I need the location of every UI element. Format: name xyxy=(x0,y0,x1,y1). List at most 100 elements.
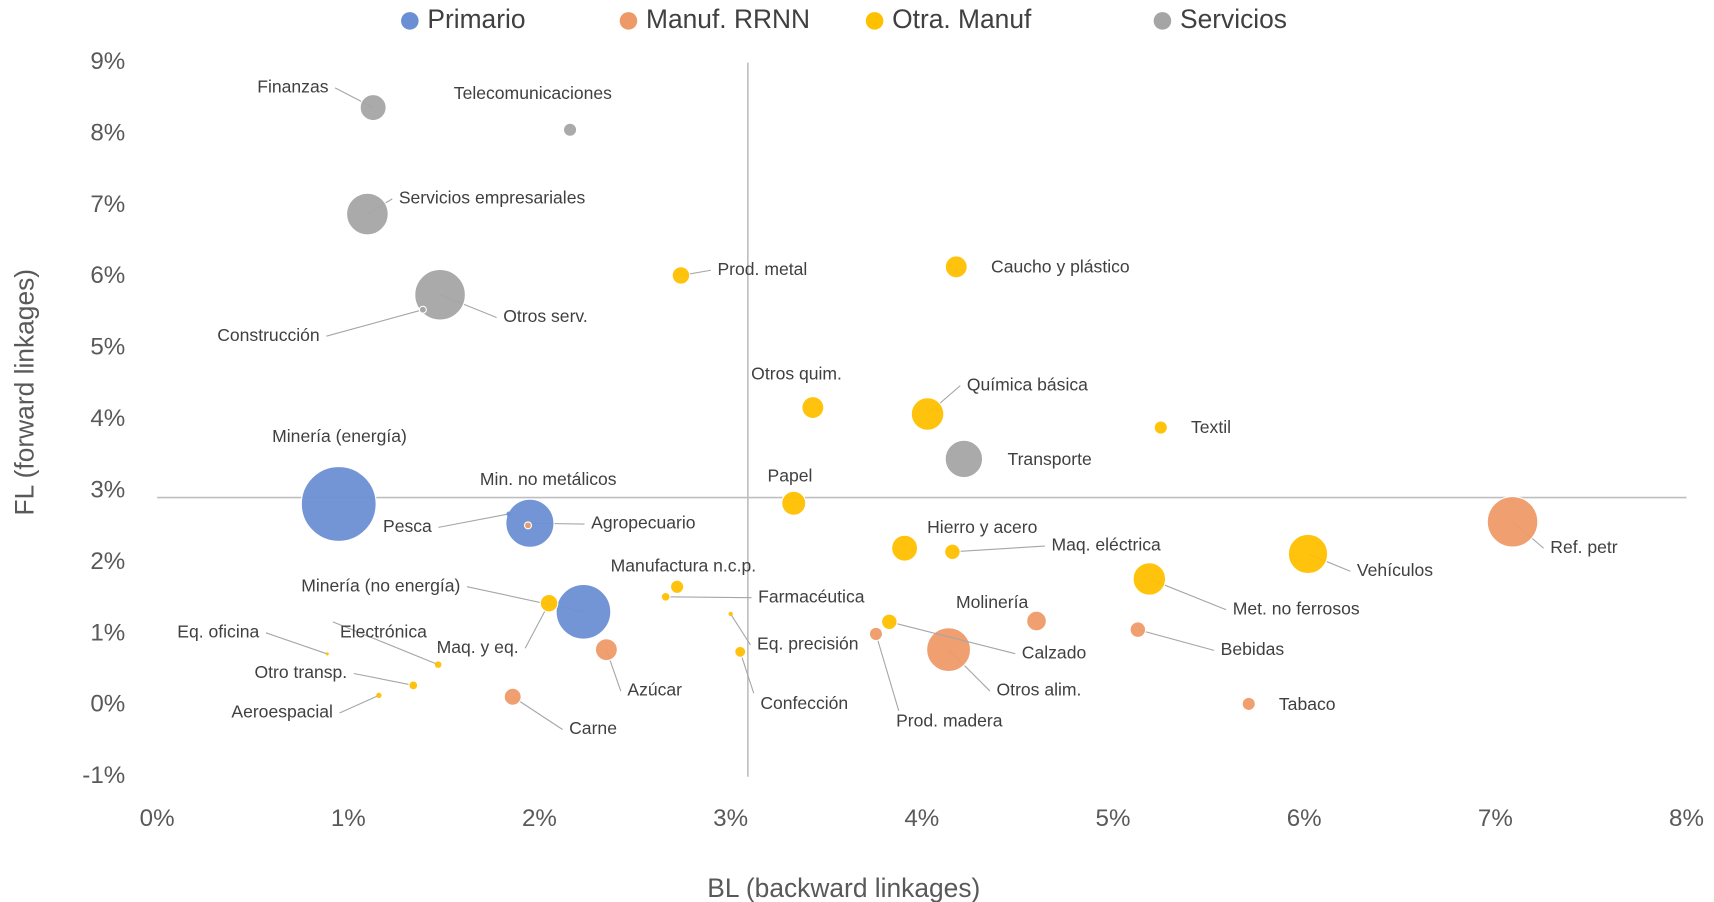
bubble xyxy=(1153,420,1168,435)
leader-line xyxy=(265,632,328,655)
bubble xyxy=(555,583,612,640)
point-label: Eq. oficina xyxy=(177,621,259,641)
bubble xyxy=(562,122,578,137)
leader-line xyxy=(326,309,423,337)
x-tick-label: 8% xyxy=(1669,805,1704,832)
leader-line xyxy=(438,513,509,528)
point-label: Prod. metal xyxy=(717,259,807,279)
point-label: Molinería xyxy=(956,592,1028,612)
point-label: Servicios empresariales xyxy=(399,187,586,207)
y-tick-label: 1% xyxy=(90,619,125,646)
point-label: Química básica xyxy=(967,374,1088,394)
x-tick-label: 3% xyxy=(713,805,748,832)
leader-line xyxy=(875,633,900,711)
leader-line xyxy=(739,651,755,694)
point-label: Otro transp. xyxy=(254,662,347,682)
legend-marker xyxy=(865,12,884,30)
bubble xyxy=(944,255,968,279)
bubble xyxy=(418,305,427,314)
bubble xyxy=(503,687,522,706)
leader-line xyxy=(665,596,752,599)
bubble xyxy=(660,591,671,602)
bubble xyxy=(944,543,961,561)
point-label: Agropecuario xyxy=(591,513,696,533)
bubble xyxy=(539,593,559,613)
bubble xyxy=(376,692,382,699)
bubble xyxy=(669,579,685,594)
legend-marker xyxy=(1153,12,1172,30)
bubble xyxy=(414,268,466,321)
leader-line xyxy=(889,621,1016,655)
y-tick-label: 5% xyxy=(90,334,125,361)
leader-line xyxy=(353,672,414,686)
point-label: Transporte xyxy=(1008,449,1092,469)
legend-label: Otra. Manuf xyxy=(892,4,1032,34)
y-tick-label: 8% xyxy=(90,119,125,146)
bubble xyxy=(594,638,618,662)
bubble xyxy=(944,439,984,479)
x-tick-label: 1% xyxy=(331,805,366,832)
point-label: Minería (no energía) xyxy=(301,575,460,595)
point-label: Farmacéutica xyxy=(758,586,865,606)
bubble xyxy=(523,521,533,530)
leader-line xyxy=(1137,629,1215,651)
point-label: Manufactura n.c.p. xyxy=(611,556,756,576)
point-label: Textil xyxy=(1191,417,1231,437)
bubble xyxy=(1287,533,1329,575)
legend-label: Manuf. RRNN xyxy=(646,4,810,34)
x-tick-label: 6% xyxy=(1287,805,1322,832)
point-label: Confección xyxy=(760,693,848,713)
bubble xyxy=(325,652,329,656)
point-label: Met. no ferrosos xyxy=(1233,598,1360,618)
point-label: Otros serv. xyxy=(503,306,588,326)
x-tick-label: 2% xyxy=(522,805,557,832)
bubble xyxy=(671,266,691,285)
bubble xyxy=(434,661,442,668)
point-label: Electrónica xyxy=(340,621,427,641)
point-label: Papel xyxy=(768,465,813,485)
bubble xyxy=(734,645,747,658)
y-tick-label: 0% xyxy=(90,691,125,718)
point-label: Otros quim. xyxy=(751,363,842,383)
point-label: Hierro y acero xyxy=(927,517,1038,537)
point-label: Maq. y eq. xyxy=(437,637,519,657)
bubble xyxy=(881,613,898,631)
bubble xyxy=(728,611,733,617)
y-tick-label: 9% xyxy=(90,48,125,75)
legend-marker xyxy=(619,12,638,30)
x-tick-label: 0% xyxy=(140,805,175,832)
legend-label: Servicios xyxy=(1180,4,1287,34)
bubble xyxy=(801,396,825,420)
y-axis-label: FL (forward linkages) xyxy=(9,269,39,516)
point-label: Ref. petr xyxy=(1550,537,1618,557)
point-label: Tabaco xyxy=(1279,694,1336,714)
point-label: Construcción xyxy=(217,325,320,345)
bubble xyxy=(300,465,377,542)
y-tick-label: 4% xyxy=(90,405,125,432)
x-tick-label: 7% xyxy=(1478,805,1513,832)
point-label: Minería (energía) xyxy=(272,426,407,446)
bubble xyxy=(1486,495,1539,548)
legend-label: Primario xyxy=(427,4,525,34)
bubble xyxy=(781,490,807,516)
y-tick-label: 2% xyxy=(90,548,125,575)
y-tick-label: 3% xyxy=(90,476,125,503)
point-label: Finanzas xyxy=(257,77,328,97)
bubble xyxy=(408,680,419,691)
legend-marker xyxy=(401,12,419,30)
point-label: Min. no metálicos xyxy=(480,469,617,489)
point-label: Caucho y plástico xyxy=(991,257,1130,277)
point-label: Azúcar xyxy=(627,680,682,700)
leader-line xyxy=(512,696,563,730)
y-tick-label: 6% xyxy=(90,262,125,289)
point-label: Carne xyxy=(569,718,617,738)
point-label: Telecomunicaciones xyxy=(454,83,612,103)
bubble xyxy=(910,397,945,431)
point-label: Maq. eléctrica xyxy=(1051,535,1161,555)
point-label: Eq. precisión xyxy=(757,634,859,654)
bubble xyxy=(359,94,387,122)
bubble xyxy=(1026,610,1047,632)
point-label: Bebidas xyxy=(1221,639,1285,659)
